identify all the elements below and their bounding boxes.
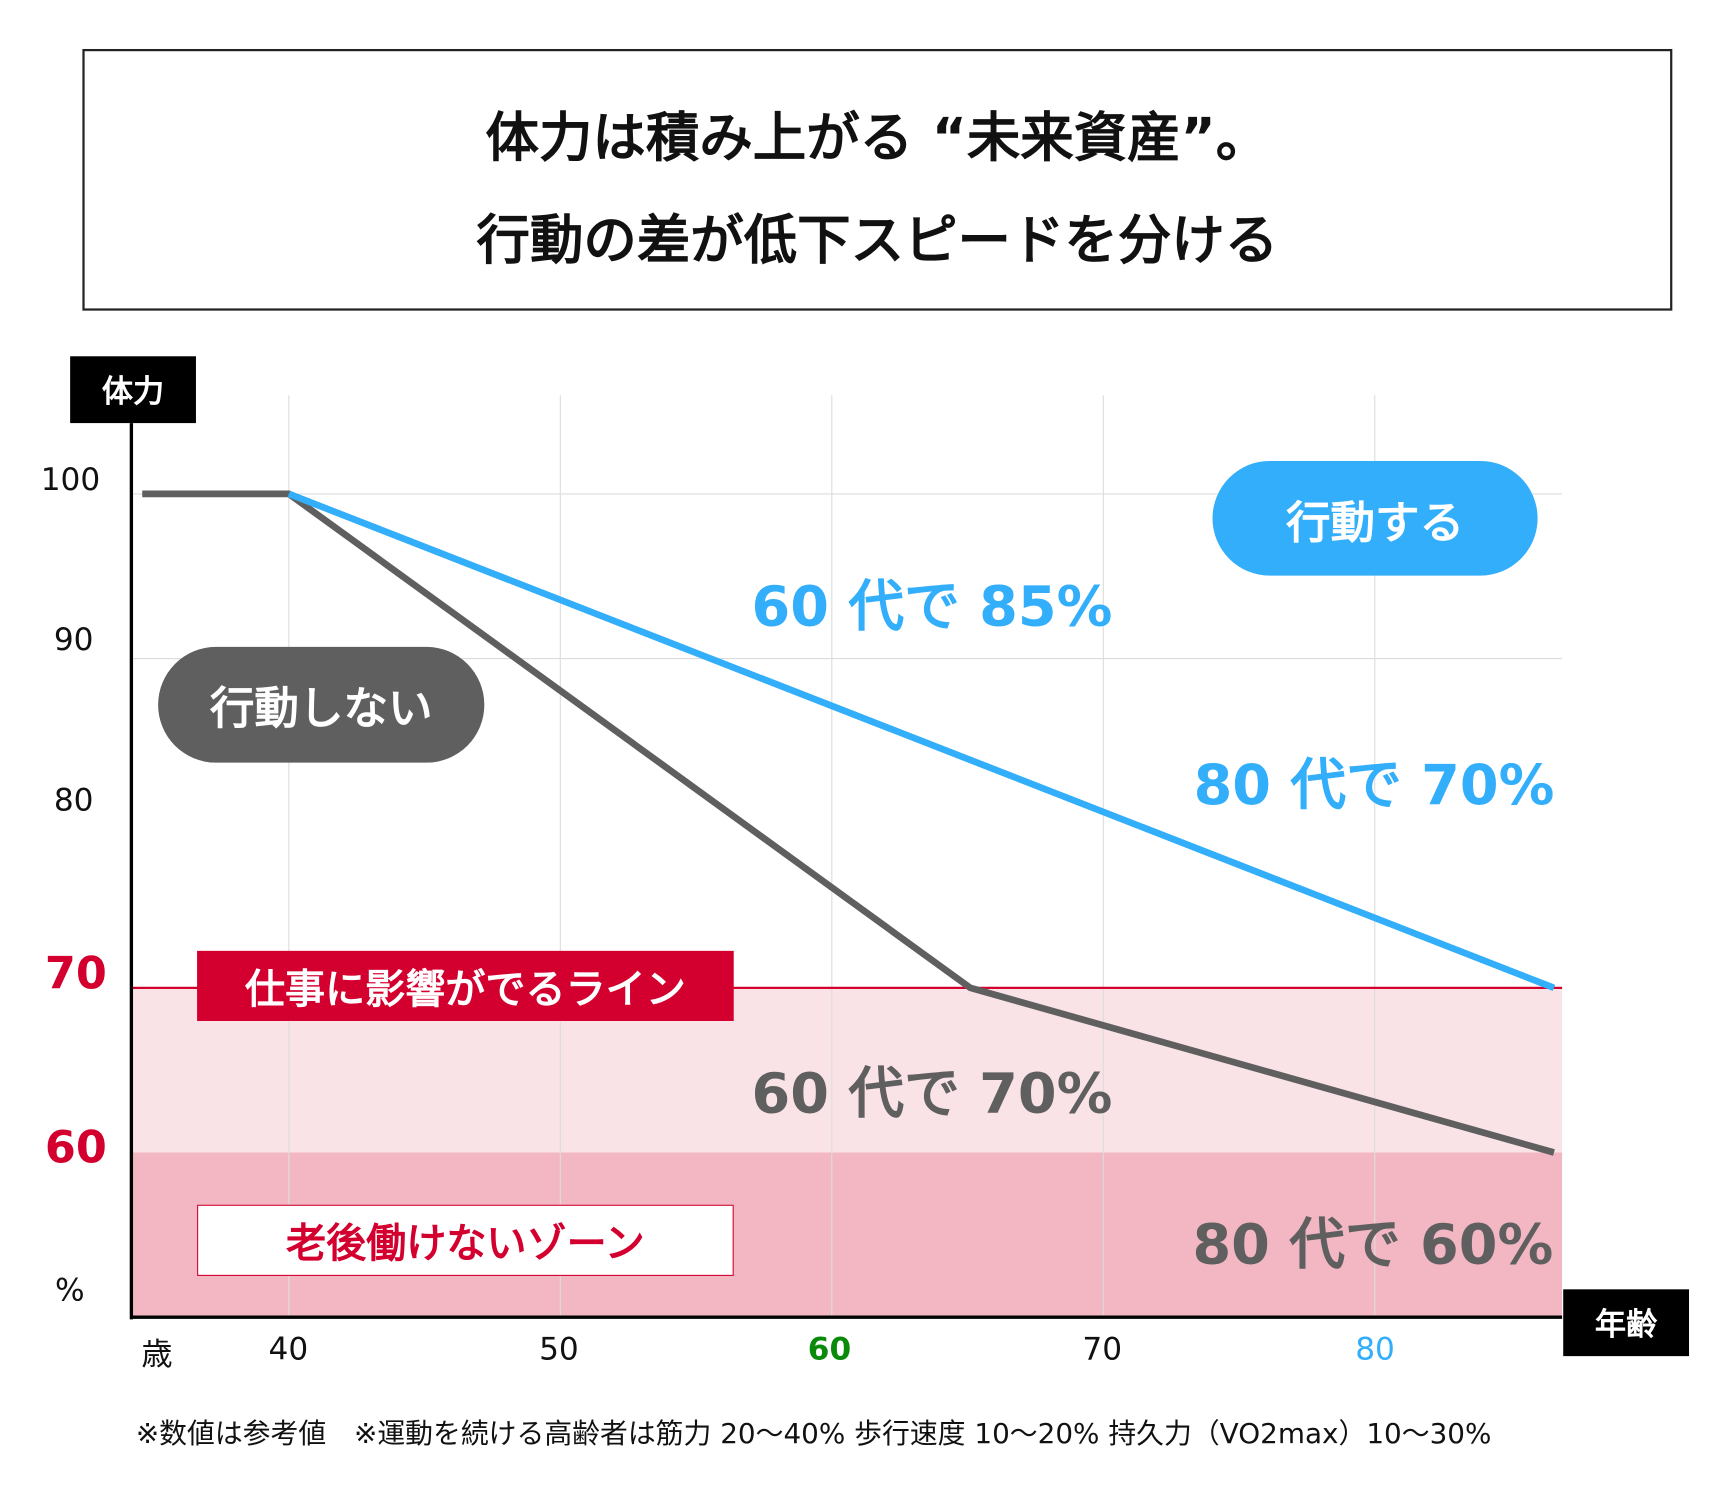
- work-impact-line-label: 仕事に影響がでるライン: [197, 950, 734, 1021]
- legend-active: 行動する: [1212, 460, 1538, 576]
- y-tick-90: 90: [53, 621, 94, 659]
- annotation-active-60s: 60 代で 85%: [751, 574, 1113, 640]
- annotation-active-80s: 80 代で 70%: [1193, 752, 1555, 818]
- x-tick-50: 50: [539, 1330, 579, 1368]
- x-tick-70: 70: [1082, 1330, 1123, 1368]
- annotation-inactive-60s: 60 代で 70%: [751, 1061, 1113, 1126]
- y-axis-label: 体力: [70, 356, 196, 424]
- footnote: ※数値は参考値 ※運動を続ける高齢者は筋力 20〜40% 歩行速度 10〜20%…: [135, 1417, 1492, 1450]
- y-tick-100: 100: [40, 460, 101, 498]
- y-unit: %: [54, 1271, 85, 1309]
- y-tick-70: 70: [44, 948, 107, 1000]
- title-line-1: 体力は積み上がる “未来資産”。: [485, 106, 1270, 170]
- x-tick-60: 60: [807, 1330, 852, 1368]
- series-line-inactive: [142, 490, 1555, 1156]
- x-axis-label: 年齢: [1563, 1289, 1690, 1357]
- title-box: 体力は積み上がる “未来資産”。 行動の差が低下スピードを分ける: [82, 48, 1673, 311]
- series-line-active: [287, 490, 1556, 991]
- y-tick-60: 60: [44, 1122, 107, 1174]
- legend-inactive: 行動しない: [158, 646, 485, 763]
- x-tick-80: 80: [1355, 1330, 1395, 1368]
- cannot-work-zone-label: 老後働けないゾーン: [197, 1204, 734, 1276]
- annotation-inactive-80s: 80 代で 60%: [1192, 1212, 1554, 1278]
- x-unit: 歳: [141, 1336, 173, 1373]
- title-line-2: 行動の差が低下スピードを分ける: [476, 209, 1279, 272]
- x-tick-40: 40: [268, 1330, 309, 1368]
- y-tick-80: 80: [53, 781, 94, 819]
